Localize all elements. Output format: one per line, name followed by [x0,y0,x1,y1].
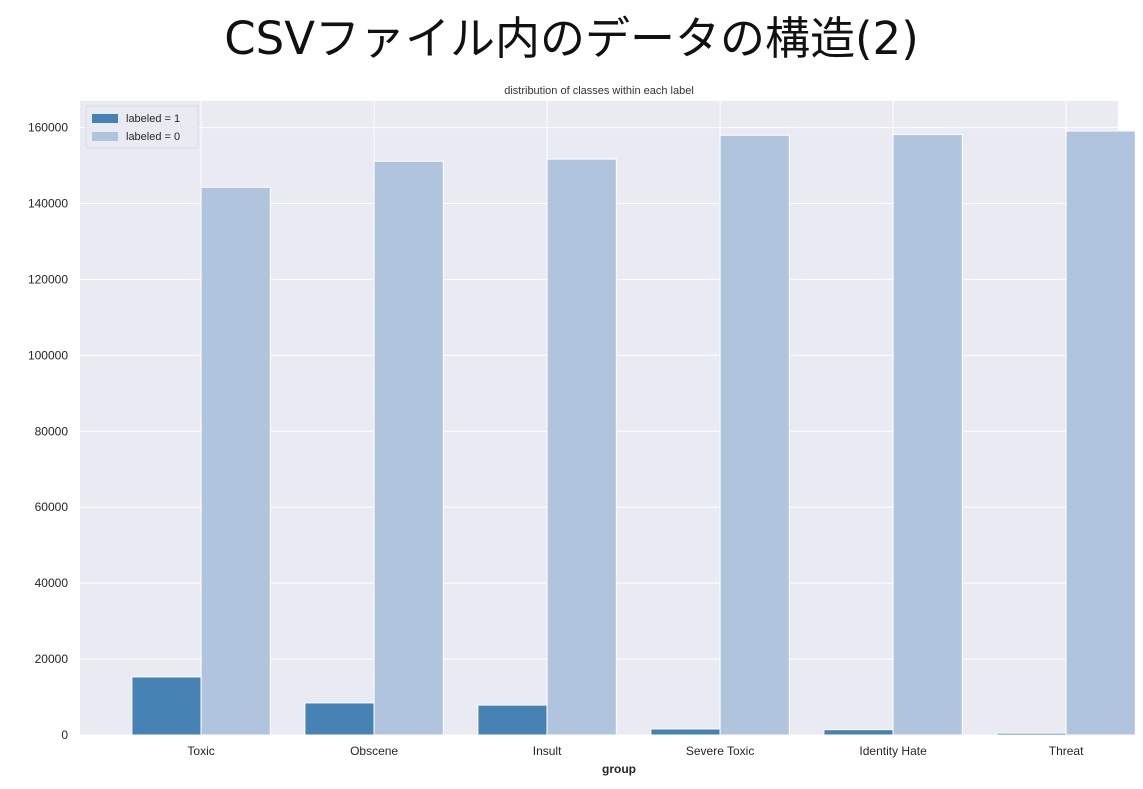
bar-labeled-0 [200,186,271,736]
legend-label: labeled = 0 [126,131,180,143]
y-tick-label: 120000 [28,272,68,286]
x-axis-label: group [602,762,636,776]
legend: labeled = 1 labeled = 0 [85,105,199,149]
y-tick-label: 0 [61,728,68,742]
bar-labeled-1 [304,702,375,736]
x-tick-label: Identity Hate [859,744,927,758]
bar-labeled-0 [1065,130,1136,736]
x-axis-ticks: Toxic Obscene Insult Severe Toxic Identity H… [187,744,1084,758]
x-tick-label: Threat [1049,744,1084,758]
bar-labeled-1 [477,704,548,736]
bar-labeled-1 [823,729,894,736]
y-tick-label: 100000 [28,348,68,362]
y-tick-label: 60000 [35,500,69,514]
y-axis-ticks: 0 20000 40000 60000 80000 100000 120000 140000 1… [28,121,68,742]
slide-title: CSVファイル内のデータの構造(2) [224,12,919,65]
x-tick-label: Severe Toxic [686,744,754,758]
y-tick-label: 20000 [35,652,69,666]
y-tick-label: 160000 [28,121,68,135]
bar-labeled-1 [650,728,721,736]
legend-swatch [92,132,118,141]
bar-labeled-0 [546,158,617,736]
x-tick-label: Insult [533,744,562,758]
x-tick-label: Toxic [187,744,214,758]
bar-labeled-0 [892,134,963,736]
legend-label: labeled = 1 [126,113,180,125]
y-tick-label: 80000 [35,424,69,438]
y-tick-label: 140000 [28,197,68,211]
chart-title: distribution of classes within each labe… [504,85,694,97]
bar-labeled-1 [996,732,1067,736]
bar-labeled-1 [131,676,202,736]
x-tick-label: Obscene [350,744,398,758]
y-tick-label: 40000 [35,576,69,590]
legend-swatch [92,114,118,123]
bar-labeled-0 [719,134,790,736]
bar-labeled-0 [373,160,444,736]
bars [131,130,1136,736]
